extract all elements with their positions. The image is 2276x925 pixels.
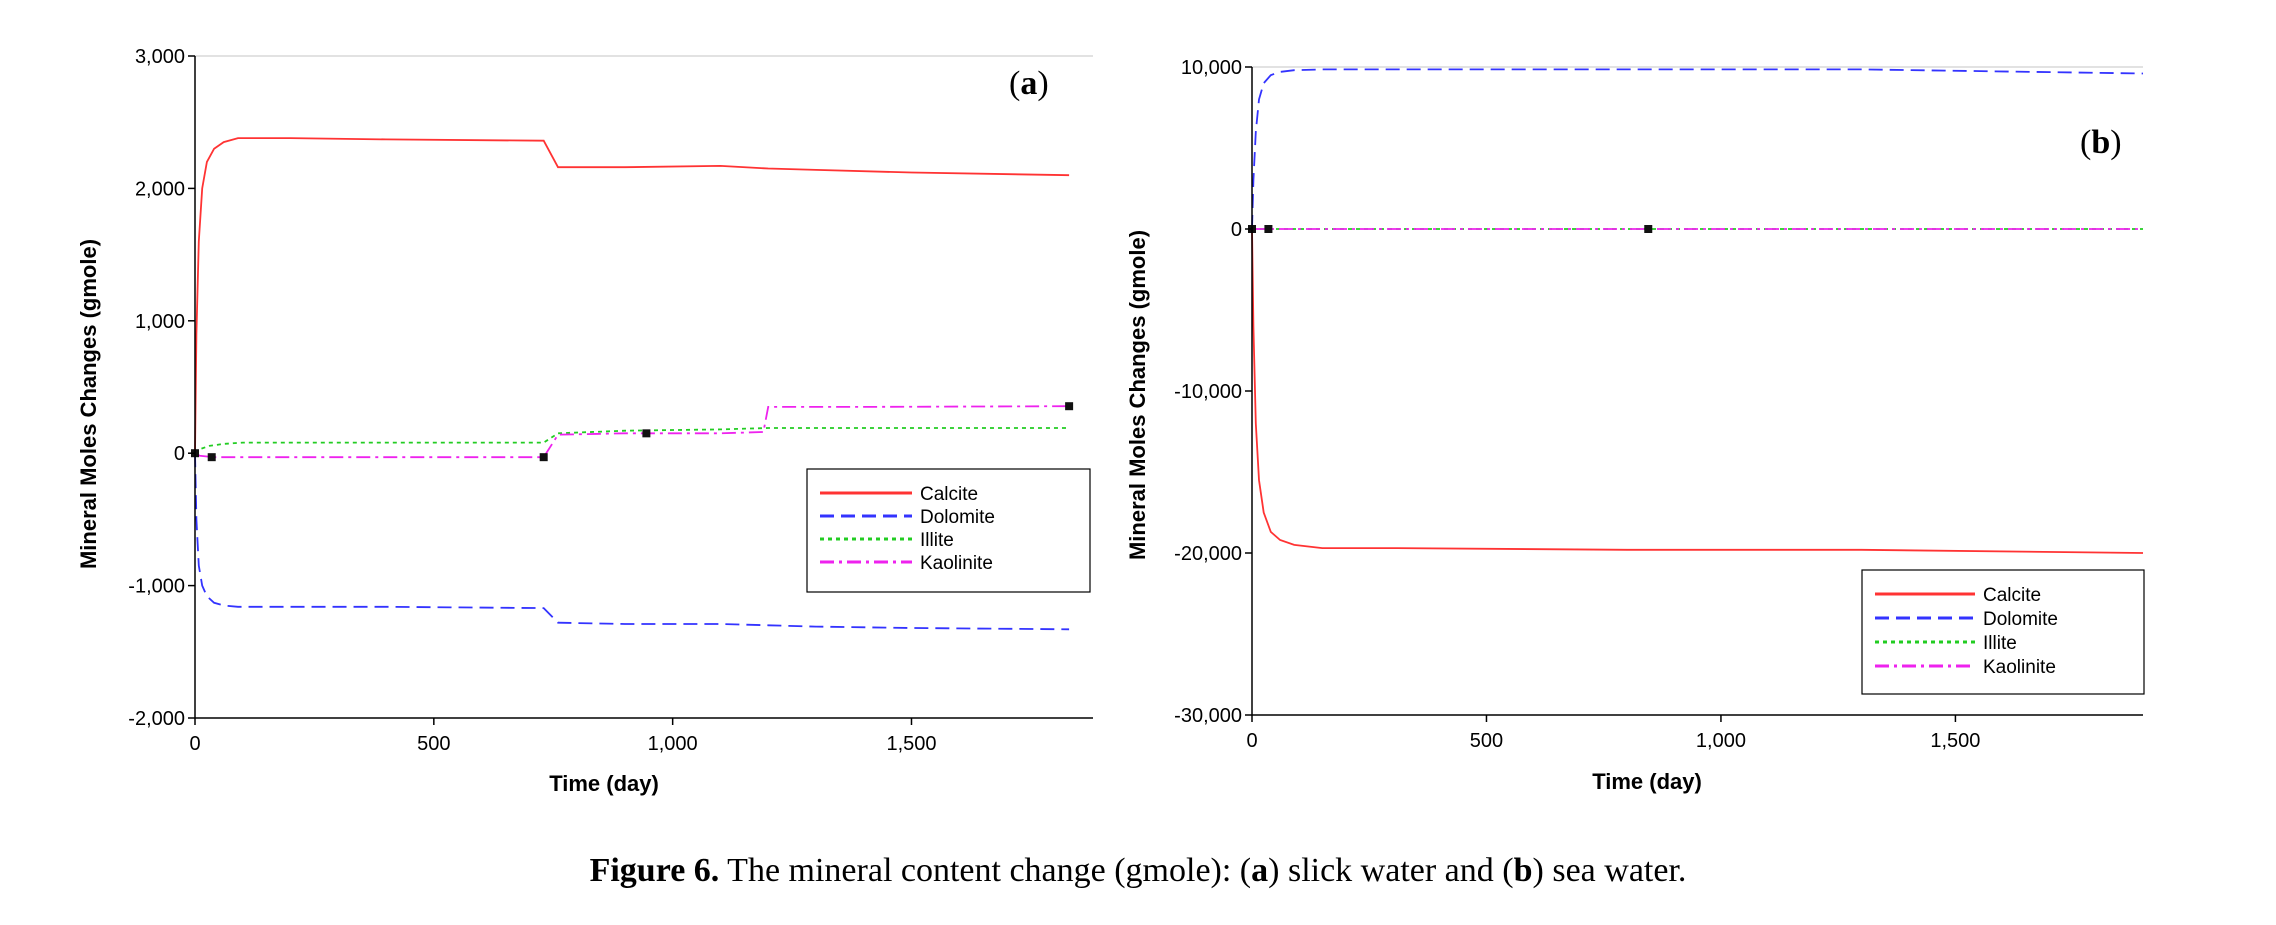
legend-label-calcite-a: Calcite bbox=[920, 484, 978, 505]
caption-label: Figure 6. bbox=[589, 852, 720, 889]
chart-b: -30,000 -20,000 -10,000 0 10,000 0 500 1,000 1,5… bbox=[1125, 57, 2145, 794]
caption-a: a bbox=[1251, 852, 1269, 889]
legend-label-illite-a: Illite bbox=[920, 530, 954, 551]
ticks-a: -2,000 -1,000 0 1,000 2,000 3,000 0 500 1,000 1,5… bbox=[128, 46, 936, 755]
legend-label-dolomite-a: Dolomite bbox=[920, 507, 995, 528]
series-group-b bbox=[1251, 68, 2144, 554]
y-axis-label-a: Mineral Moles Changes (gmole) bbox=[76, 239, 101, 569]
y-tick-label-b: -20,000 bbox=[1174, 543, 1242, 565]
series-line-calcite-b bbox=[1251, 228, 2144, 554]
data-marker-a bbox=[207, 453, 216, 462]
y-tick-label-b: -30,000 bbox=[1174, 705, 1242, 727]
x-axis-label-a: Time (day) bbox=[549, 771, 659, 796]
data-marker-b bbox=[1644, 225, 1653, 233]
legend-box-b bbox=[1861, 569, 2145, 695]
series-line-dolomite-a bbox=[194, 453, 1070, 631]
legend-label-illite-b: Illite bbox=[1983, 633, 2017, 654]
x-tick-label-a: 0 bbox=[189, 733, 200, 755]
x-axis-label-b: Time (day) bbox=[1592, 769, 1702, 794]
markers-a bbox=[191, 402, 1074, 462]
y-tick-label-a: 3,000 bbox=[135, 46, 185, 68]
y-tick-label-b: -10,000 bbox=[1174, 381, 1242, 403]
panel-label-b: (b) bbox=[2080, 124, 2122, 161]
x-tick-label-b: 0 bbox=[1246, 730, 1257, 752]
plot-area-a bbox=[195, 56, 1093, 718]
legend-label-kaolinite-b: Kaolinite bbox=[1983, 657, 2056, 678]
data-marker-b bbox=[1264, 225, 1273, 233]
figure-caption: Figure 6. The mineral content change (gm… bbox=[0, 852, 2276, 890]
caption-b: b bbox=[1513, 852, 1533, 889]
x-tick-label-b: 500 bbox=[1470, 730, 1503, 752]
y-tick-label-a: -1,000 bbox=[128, 576, 185, 598]
y-tick-label-a: 0 bbox=[174, 443, 185, 465]
caption-text-3: ) sea water. bbox=[1532, 852, 1687, 889]
ticks-b: -30,000 -20,000 -10,000 0 10,000 0 500 1,000 1,5… bbox=[1174, 57, 1980, 752]
panel-label-a: (a) bbox=[1009, 65, 1049, 102]
chart-a: -2,000 -1,000 0 1,000 2,000 3,000 0 500 1,000 1,5… bbox=[76, 46, 1093, 796]
x-tick-label-a: 1,500 bbox=[886, 733, 936, 755]
series-line-illite-a bbox=[194, 427, 1070, 454]
series-line-dolomite-b bbox=[1251, 68, 2144, 230]
caption-text-2: ) slick water and ( bbox=[1268, 852, 1514, 889]
x-tick-label-b: 1,500 bbox=[1930, 730, 1980, 752]
legend-box-a bbox=[806, 468, 1091, 593]
y-tick-label-b: 0 bbox=[1231, 219, 1242, 241]
data-marker-a bbox=[1065, 402, 1074, 411]
legend-label-calcite-b: Calcite bbox=[1983, 585, 2041, 606]
series-line-calcite-a bbox=[194, 137, 1070, 454]
y-tick-label-b: 10,000 bbox=[1181, 57, 1242, 79]
data-marker-a bbox=[539, 453, 548, 462]
y-tick-label-a: 2,000 bbox=[135, 178, 185, 200]
y-tick-label-a: 1,000 bbox=[135, 311, 185, 333]
legend-b: Calcite Dolomite Illite Kaolinite bbox=[1861, 569, 2145, 695]
x-tick-label-a: 1,000 bbox=[648, 733, 698, 755]
legend-label-dolomite-b: Dolomite bbox=[1983, 609, 2058, 630]
series-line-kaolinite-a bbox=[194, 405, 1070, 459]
y-tick-label-a: -2,000 bbox=[128, 708, 185, 730]
x-tick-label-b: 1,000 bbox=[1696, 730, 1746, 752]
caption-text-1: The mineral content change (gmole): ( bbox=[719, 852, 1252, 889]
legend-label-kaolinite-a: Kaolinite bbox=[920, 553, 993, 574]
data-marker-a bbox=[642, 429, 651, 438]
y-axis-label-b: Mineral Moles Changes (gmole) bbox=[1125, 230, 1150, 560]
x-tick-label-a: 500 bbox=[417, 733, 450, 755]
